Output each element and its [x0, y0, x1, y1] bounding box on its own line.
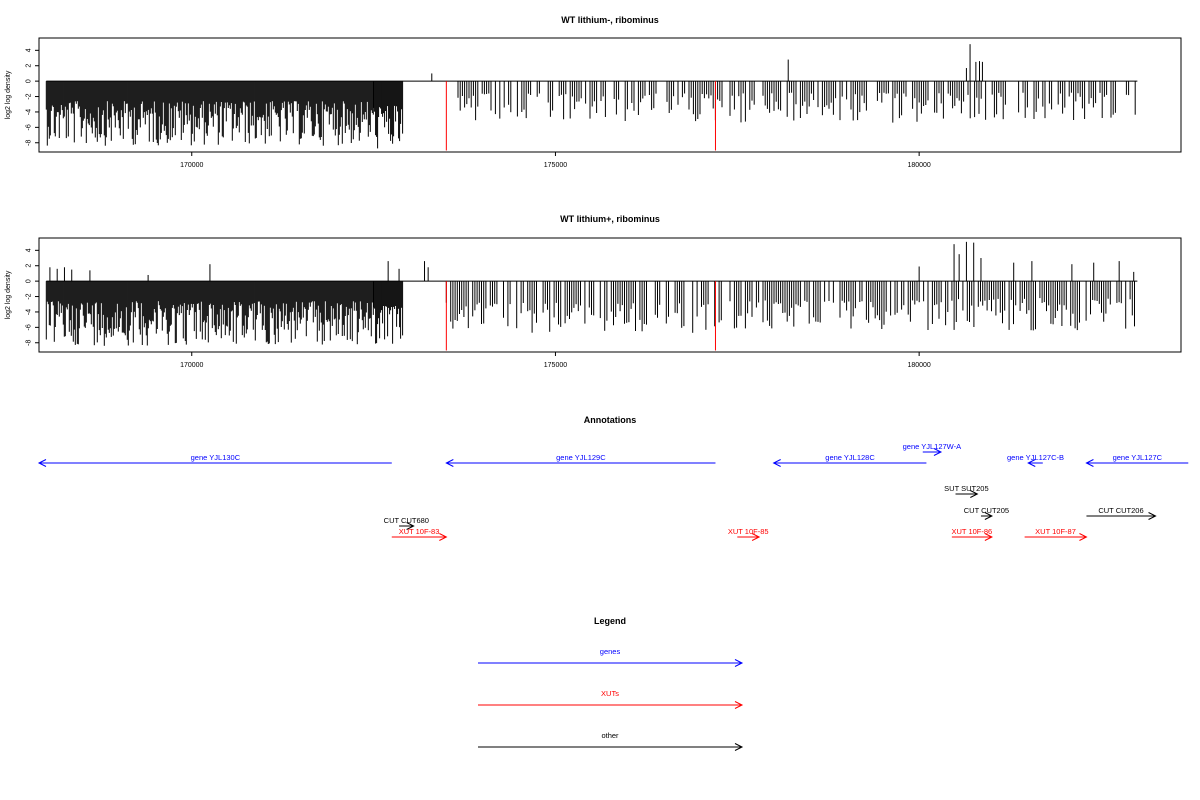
legend: Legend genes XUTs other — [478, 616, 744, 751]
y-tick-label: -2 — [26, 93, 33, 99]
y-tick-label: -2 — [26, 293, 33, 299]
chart-panel-lithium-plus: WT lithium+, ribominus log2 log density 4 2… — [5, 214, 1182, 369]
arrow-head — [1027, 459, 1036, 467]
annotation-feature: XUT 10F-85 — [728, 527, 769, 541]
x-tick-label: 175000 — [544, 362, 567, 369]
series-1 — [445, 81, 716, 151]
arrow-head — [1079, 533, 1088, 541]
y-tick-label: 0 — [26, 279, 33, 283]
legend-title: Legend — [594, 616, 626, 626]
annotation-label: XUT 10F-87 — [1035, 527, 1076, 536]
annotation-label: gene YJL128C — [825, 453, 875, 462]
y-tick-label: 2 — [26, 64, 33, 68]
annotation-label: XUT 10F-85 — [728, 527, 769, 536]
chart-title: WT lithium-, ribominus — [561, 15, 659, 25]
y-tick-label: 4 — [26, 248, 33, 252]
legend-label: other — [601, 731, 619, 740]
arrow-head — [984, 533, 993, 541]
plot-frame — [38, 37, 1182, 153]
annotations-title: Annotations — [584, 415, 637, 425]
x-tick-label: 170000 — [180, 162, 203, 169]
arrow-head — [406, 522, 415, 530]
y-tick-label: 4 — [26, 48, 33, 52]
y-tick-label: -8 — [26, 340, 33, 346]
chart-title: WT lithium+, ribominus — [560, 214, 660, 224]
annotation-label: XUT 10F-86 — [952, 527, 993, 536]
annotation-feature: SUT SUT205 — [944, 484, 989, 498]
arrow-head — [439, 533, 448, 541]
annotation-label: gene YJL127C — [1113, 453, 1163, 462]
arrow-head — [734, 743, 744, 751]
arrow-head — [734, 659, 744, 667]
annotation-feature: XUT 10F-87 — [1024, 527, 1088, 541]
legend-label: XUTs — [601, 689, 619, 698]
y-tick-label: -8 — [26, 140, 33, 146]
annotation-feature: gene YJL127W-A — [903, 442, 962, 456]
arrow-head — [37, 459, 47, 467]
y-tick-label: -6 — [26, 324, 33, 330]
plot-frame — [38, 237, 1182, 353]
annotations-track: Annotations gene YJL130C gene YJL129C gene… — [37, 415, 1189, 541]
arrow-head — [1085, 459, 1094, 467]
annotation-label: CUT CUT206 — [1098, 506, 1143, 515]
arrow-head — [445, 459, 454, 467]
arrow-head — [734, 701, 744, 709]
y-tick-label: -4 — [26, 109, 33, 115]
legend-label: genes — [600, 647, 621, 656]
annotation-label: gene YJL129C — [556, 453, 606, 462]
annotation-label: gene YJL127W-A — [903, 442, 962, 451]
y-tick-label: -4 — [26, 309, 33, 315]
arrow-head — [933, 448, 943, 456]
annotation-feature: gene YJL128C — [772, 453, 927, 467]
annotation-label: gene YJL127C-B — [1007, 453, 1064, 462]
annotation-feature: gene YJL127C-B — [1007, 453, 1064, 467]
series-0 — [45, 44, 1136, 149]
arrow-head — [751, 533, 761, 541]
annotation-label: CUT CUT205 — [964, 506, 1009, 515]
series-1 — [445, 281, 716, 351]
annotation-feature: XUT 10F-83 — [391, 527, 448, 541]
arrow-head — [1148, 512, 1157, 520]
annotation-feature: XUT 10F-86 — [952, 527, 993, 541]
y-tick-label: 0 — [26, 79, 33, 83]
y-tick-label: 2 — [26, 264, 33, 268]
annotation-feature: gene YJL129C — [445, 453, 716, 467]
annotation-feature: CUT CUT205 — [964, 506, 1009, 520]
y-tick-label: -6 — [26, 124, 33, 130]
x-tick-label: 175000 — [544, 162, 567, 169]
arrow-head — [772, 459, 781, 467]
annotation-feature: gene YJL127C — [1085, 453, 1189, 467]
annotation-label: CUT CUT680 — [384, 516, 429, 525]
annotation-feature: gene YJL130C — [37, 453, 392, 467]
y-axis-label: log2 log density — [5, 270, 12, 319]
x-tick-label: 180000 — [907, 362, 930, 369]
series-0 — [45, 241, 1135, 346]
x-tick-label: 180000 — [907, 162, 930, 169]
legend-item: XUTs — [478, 689, 744, 709]
annotation-feature: CUT CUT680 — [384, 516, 429, 530]
annotation-label: gene YJL130C — [191, 453, 241, 462]
chart-panel-lithium-minus: WT lithium-, ribominus log2 log density 4 2… — [5, 15, 1182, 169]
y-axis-label: log2 log density — [5, 70, 12, 119]
annotation-label: XUT 10F-83 — [399, 527, 440, 536]
arrow-head — [970, 490, 979, 498]
annotation-feature: CUT CUT206 — [1086, 506, 1157, 520]
x-tick-label: 170000 — [180, 362, 203, 369]
annotation-label: SUT SUT205 — [944, 484, 988, 493]
legend-item: genes — [478, 647, 744, 667]
legend-item: other — [478, 731, 744, 751]
arrow-head — [984, 512, 993, 520]
